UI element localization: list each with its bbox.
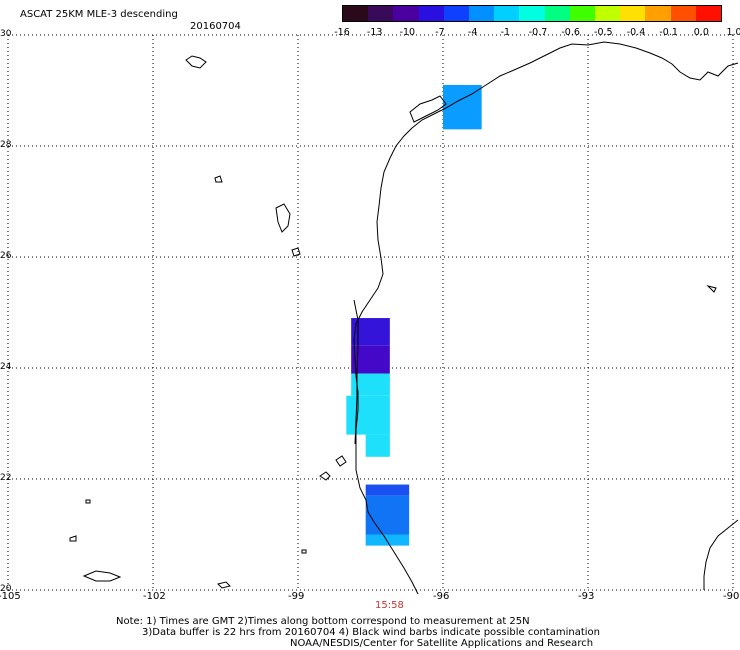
longitude-label: -105 (0, 591, 21, 602)
longitude-label: -96 (433, 591, 450, 602)
swath-cells (346, 84, 482, 546)
lake-6 (217, 581, 231, 589)
lake-11 (335, 455, 347, 467)
color-scale-label: -0.5 (594, 27, 613, 38)
longitude-label: -90 (723, 591, 740, 602)
color-scale-label: -4 (467, 27, 478, 38)
color-scale-label: -0.4 (626, 27, 646, 38)
color-scale-segment (519, 6, 545, 21)
coastal-lagoon (353, 299, 359, 445)
yucatan-coast (703, 519, 739, 590)
color-scale-segment (670, 6, 696, 21)
color-scale-segment (343, 6, 369, 21)
color-scale-segment (494, 6, 520, 21)
swath-cell (365, 495, 410, 535)
latitude-label: 30 (0, 29, 12, 39)
color-scale-segment (393, 6, 419, 21)
lake-3 (275, 203, 291, 233)
lake-7 (69, 535, 77, 542)
swath-cell (351, 373, 390, 396)
longitude-label: -102 (143, 591, 166, 602)
swath-cell (365, 534, 410, 546)
color-scale-label: -0.6 (561, 27, 580, 38)
color-scale-segment (418, 6, 444, 21)
lake-2 (214, 175, 223, 183)
color-scale-segment (695, 6, 722, 21)
lake-10 (319, 471, 331, 481)
swath-cell (365, 484, 410, 496)
swath-cell (346, 395, 390, 435)
latitude-label: 26 (0, 251, 12, 261)
color-scale-label: -10 (399, 27, 416, 38)
color-scale-segment (368, 6, 394, 21)
lake-12 (301, 549, 307, 554)
gulf-coastline (353, 41, 739, 595)
longitude-label: -93 (578, 591, 595, 602)
color-scale-segment (544, 6, 570, 21)
color-scale-label: 0.0 (693, 27, 709, 38)
footer-note-1: Note: 1) Times are GMT 2)Times along bot… (116, 616, 530, 627)
footer-note-3: NOAA/NESDIS/Center for Satellite Applica… (290, 638, 594, 649)
color-scale-bar (342, 5, 722, 22)
color-scale-label: -0.7 (528, 27, 548, 38)
color-scale-segment (620, 6, 646, 21)
latitude-label: 24 (0, 362, 12, 372)
latitude-label: 20 (0, 584, 12, 594)
color-scale-segment (469, 6, 495, 21)
lake-1 (185, 55, 207, 69)
color-scale-segment (443, 6, 470, 21)
footer-note-2: 3)Data buffer is 22 hrs from 20160704 4)… (142, 627, 600, 638)
latitude-label: 22 (0, 473, 12, 483)
color-scale-labels: -16 -13 -10 -7 -4 -1 -0.7 -0.6 -0.5 -0.4 -0.1 0.0 1.… (330, 27, 740, 39)
lake-4 (291, 247, 301, 257)
galveston-bay (409, 95, 447, 123)
color-scale-segment (595, 6, 621, 21)
color-scale-segment (569, 6, 596, 21)
coastline (69, 41, 739, 595)
color-scale-segment (645, 6, 671, 21)
lake-9 (706, 285, 717, 293)
color-scale-label: -16 (334, 27, 350, 38)
pass-time-label: 15:58 (375, 600, 404, 611)
latitude-label: 28 (0, 140, 12, 150)
product-date: 20160704 (190, 21, 241, 32)
color-scale-label: -13 (366, 27, 383, 38)
longitude-label: -99 (288, 591, 305, 602)
color-scale-label: 1.0 (726, 27, 740, 38)
color-scale-label: -0.1 (659, 27, 678, 38)
lake-8 (85, 499, 91, 504)
swath-cell (365, 434, 390, 457)
product-title: ASCAT 25KM MLE-3 descending (20, 9, 178, 20)
color-scale-label: -1 (500, 27, 511, 38)
lake-5 (82, 570, 122, 582)
color-scale-label: -7 (435, 27, 445, 38)
